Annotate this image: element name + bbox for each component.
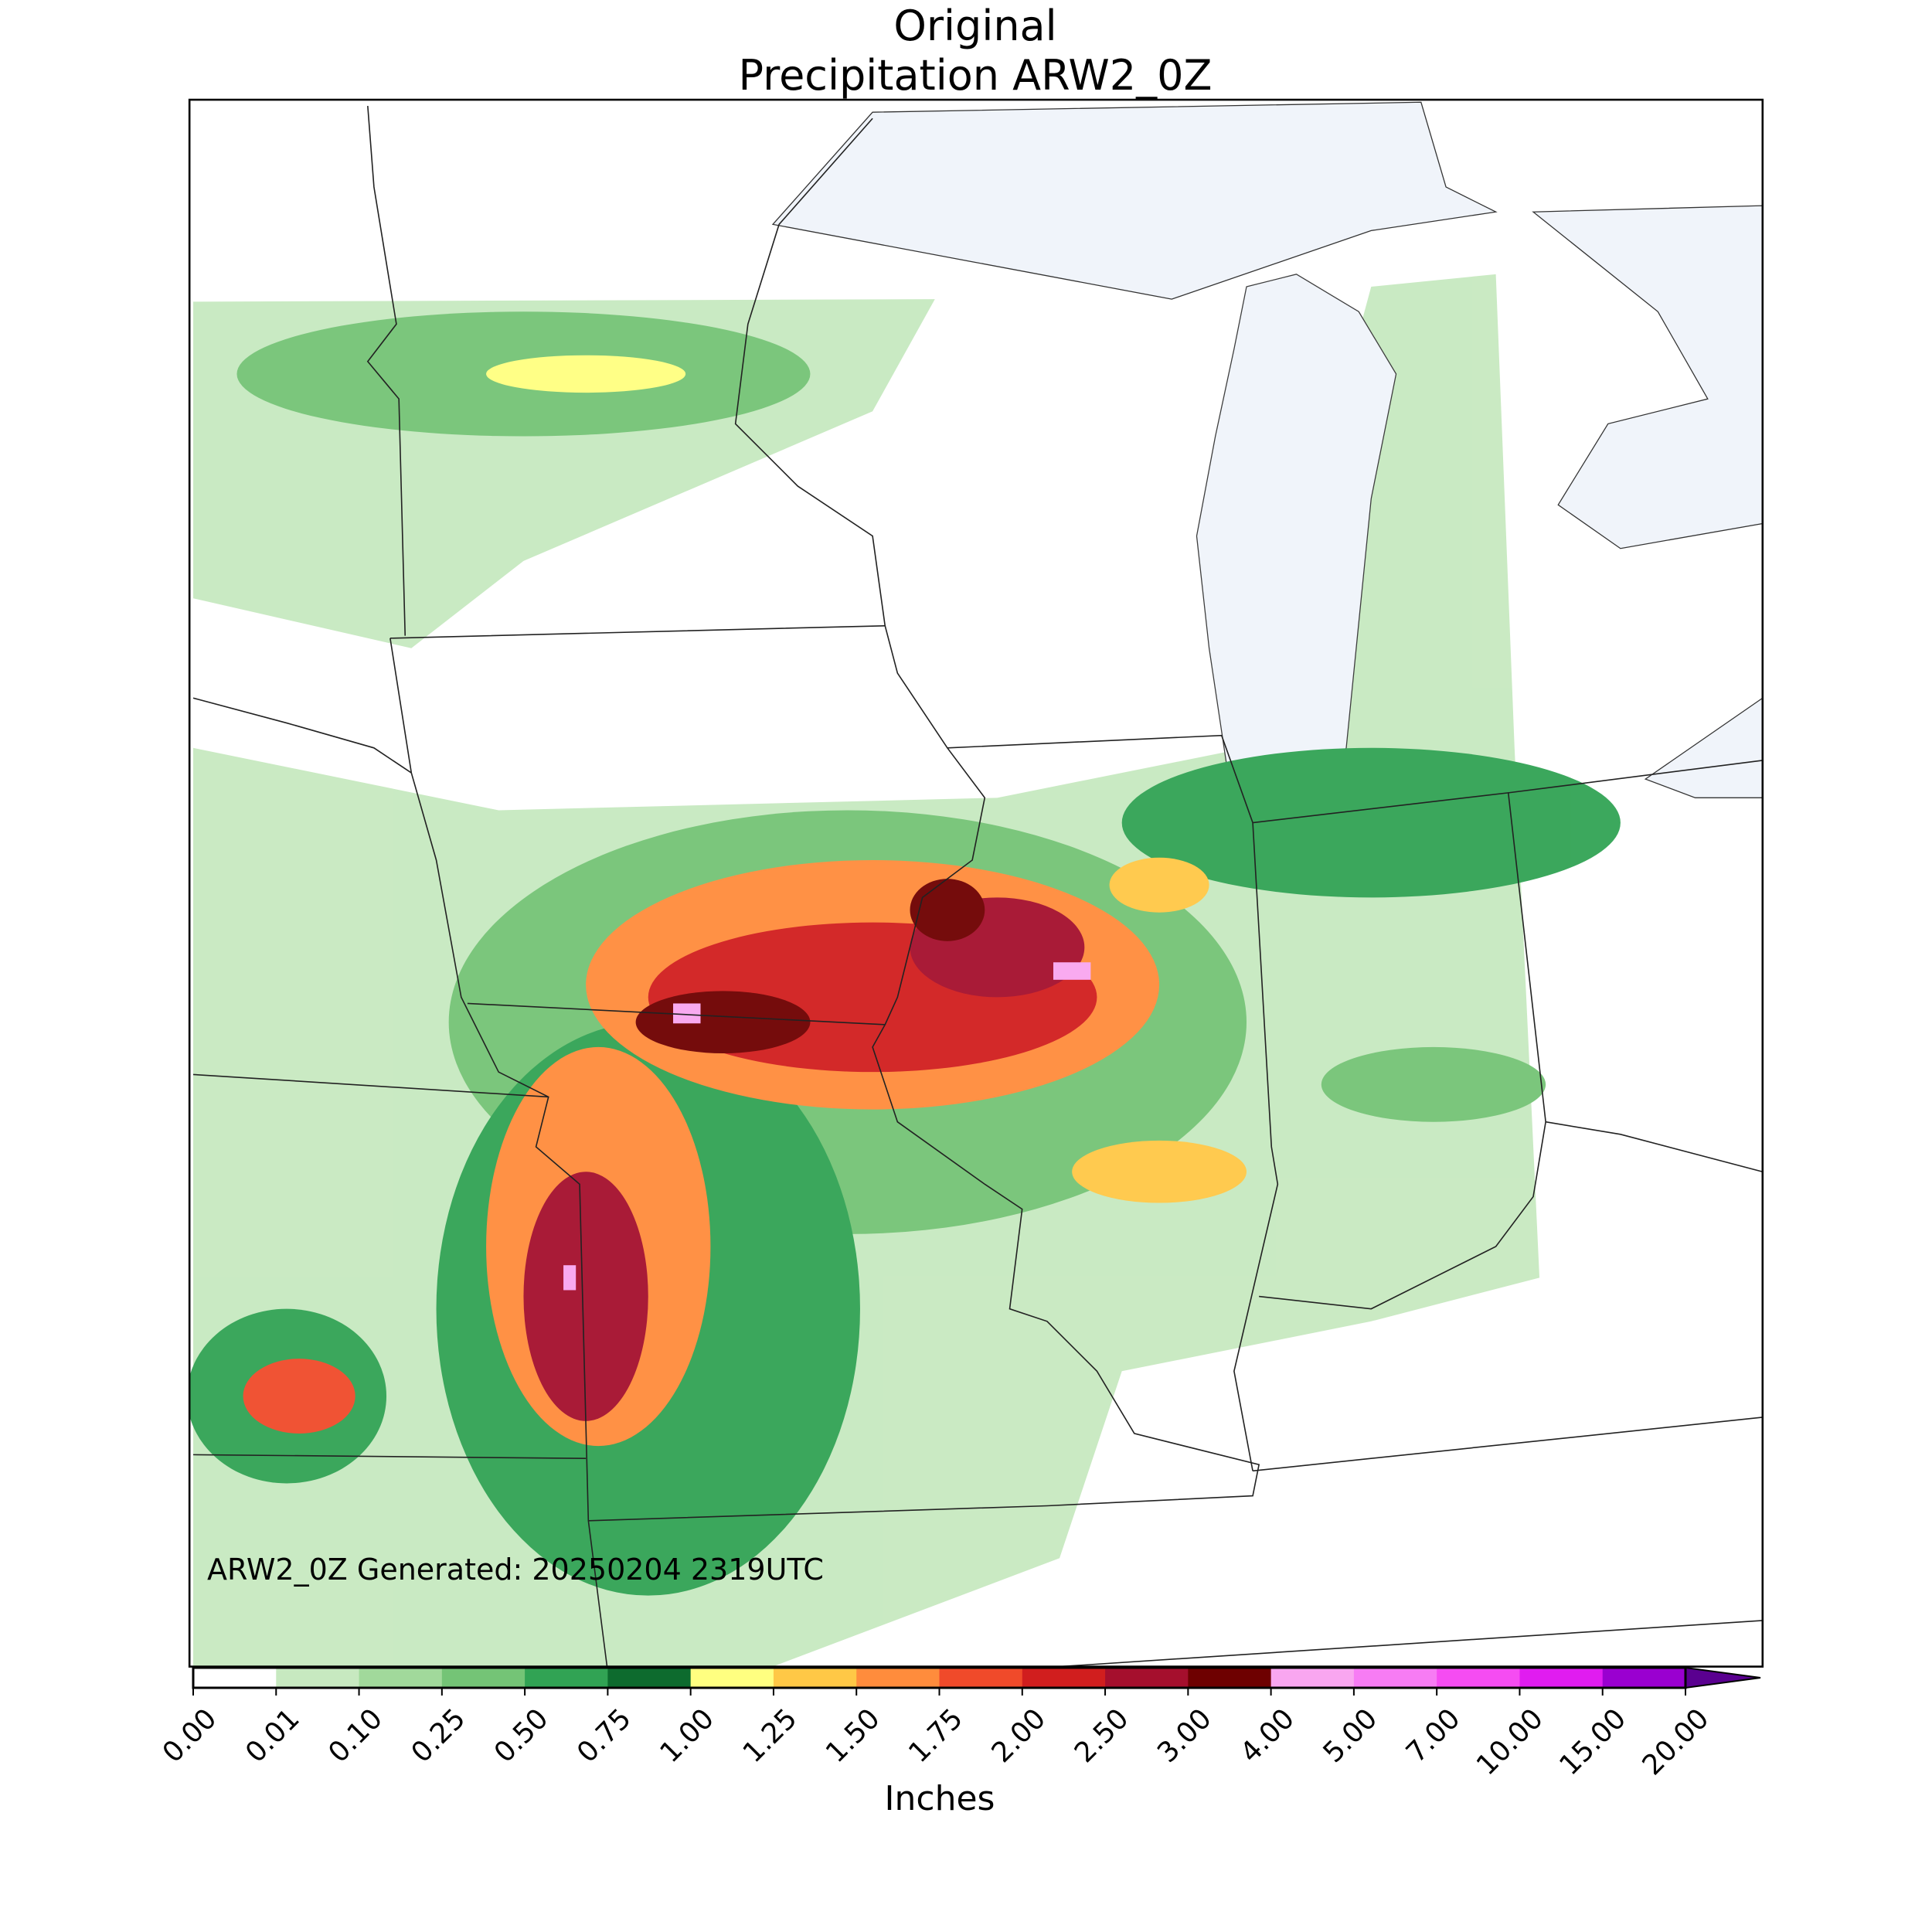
border <box>192 1073 549 1098</box>
border <box>467 1002 1260 1522</box>
border <box>734 117 886 626</box>
border <box>389 638 608 1667</box>
colorbar-bin <box>1105 1668 1189 1688</box>
colorbar-bin <box>193 1668 277 1688</box>
colorbar-bin <box>690 1668 774 1688</box>
precip-moderate <box>1121 747 1621 898</box>
colorbar-tick-label: 1.50 <box>820 1702 886 1769</box>
border <box>389 624 986 1026</box>
colorbar-bin <box>1519 1668 1604 1688</box>
colorbar-bin <box>1353 1668 1437 1688</box>
border <box>192 697 412 774</box>
precip-core <box>635 991 811 1053</box>
colorbar-bin <box>359 1668 443 1688</box>
lake-huron <box>1532 205 1763 549</box>
map-layers <box>189 101 1763 1667</box>
precip-core <box>243 1359 355 1434</box>
colorbar-label: Inches <box>885 1779 995 1818</box>
colorbar-bin <box>1602 1668 1686 1688</box>
colorbar-tick-label: 20.00 <box>1637 1702 1716 1781</box>
colorbar-tick-label: 5.00 <box>1318 1702 1384 1769</box>
colorbar-tick-label: 0.10 <box>322 1702 389 1769</box>
colorbar-tick-label: 7.00 <box>1400 1702 1467 1769</box>
lake-superior <box>771 101 1498 300</box>
colorbar-tick-label: 2.50 <box>1069 1702 1135 1769</box>
colorbar-bin <box>1022 1668 1106 1688</box>
precip-core <box>1109 857 1209 913</box>
precip-core <box>486 355 686 393</box>
colorbar-tick-label: 1.75 <box>903 1702 969 1769</box>
colorbar-tick-label: 3.00 <box>1151 1702 1218 1769</box>
state-borders <box>192 106 1763 1667</box>
colorbar: 0.00 0.01 0.10 0.25 0.50 0.75 1.00 1.25 1.50 1.75… <box>157 1666 1761 1781</box>
colorbar-extend <box>1685 1666 1761 1689</box>
colorbar-bin <box>856 1668 940 1688</box>
colorbar-tick-label: 0.25 <box>406 1702 472 1769</box>
colorbar-bin <box>441 1668 526 1688</box>
border <box>1508 760 1763 794</box>
annotation: ARW2_0Z Generated: 20250204 2319UTC <box>207 1553 824 1587</box>
border <box>1059 1620 1763 1667</box>
colorbar-tick-label: 0.01 <box>240 1702 306 1769</box>
colorbar-bin <box>773 1668 857 1688</box>
precip-extreme <box>673 1003 701 1024</box>
colorbar-bin <box>525 1668 608 1688</box>
map <box>188 98 1764 1668</box>
colorbar-tick-label: 4.00 <box>1234 1702 1301 1769</box>
colorbar-tick-label: 15.00 <box>1553 1702 1632 1781</box>
colorbar-tick-label: 10.00 <box>1471 1702 1549 1781</box>
border <box>1545 1121 1763 1172</box>
precip-core <box>523 1172 648 1421</box>
colorbar-tick-label: 2.00 <box>986 1702 1053 1769</box>
colorbar-bin <box>1188 1668 1272 1688</box>
colorbar-bin <box>607 1668 692 1688</box>
colorbar-tick-label: 0.75 <box>571 1702 638 1769</box>
border <box>193 1454 587 1460</box>
precip-moderate <box>1321 1046 1546 1122</box>
colorbar-bin <box>939 1668 1023 1688</box>
colorbar-tick-label: 1.00 <box>654 1702 720 1769</box>
border <box>947 734 1279 1471</box>
colorbar-bin <box>1270 1668 1355 1688</box>
colorbar-tick-label: 1.25 <box>737 1702 804 1769</box>
border <box>366 106 406 636</box>
title-line-1: Original <box>893 2 1056 50</box>
precip-extreme <box>563 1265 577 1291</box>
precip-core <box>910 879 985 941</box>
colorbar-tick-label: 0.00 <box>157 1702 223 1769</box>
lake-erie <box>1644 697 1763 798</box>
precip-extreme <box>1053 962 1091 980</box>
colorbar-tick-label: 0.50 <box>488 1702 555 1769</box>
title-line-2: Precipitation ARW2_0Z <box>738 51 1212 100</box>
colorbar-bin <box>276 1668 360 1688</box>
precip-core <box>1072 1140 1247 1203</box>
colorbar-bin <box>1437 1668 1520 1688</box>
border <box>1252 1417 1763 1472</box>
precipitation-field <box>189 274 1621 1667</box>
